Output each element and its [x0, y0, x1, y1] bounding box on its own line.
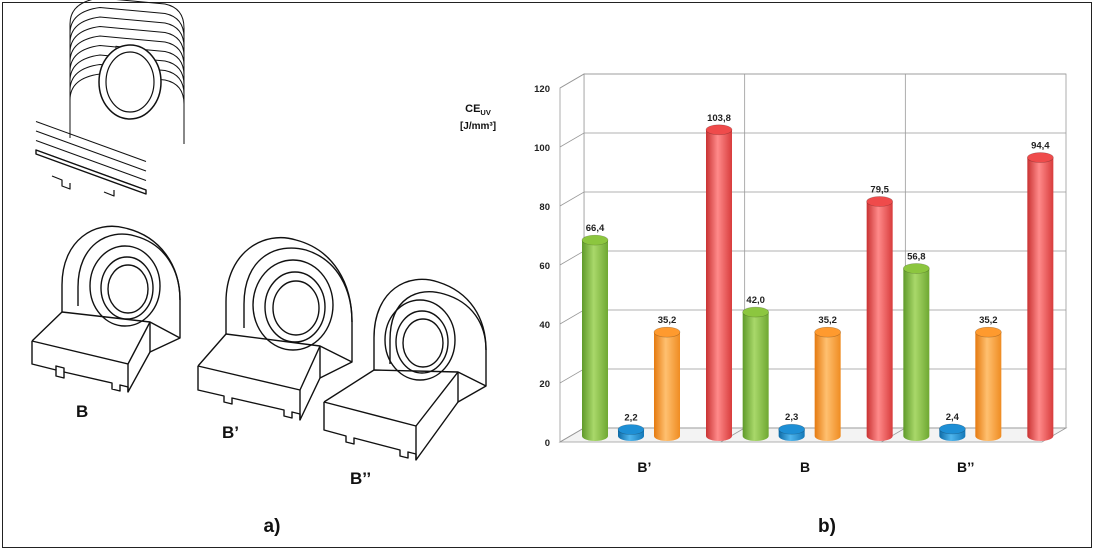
y-tick-label: 0: [545, 438, 550, 449]
bar: [742, 312, 769, 442]
panel-b-caption: b): [818, 516, 836, 537]
panel-a-caption: a): [264, 516, 281, 537]
part-b-drawing: [31, 225, 181, 393]
chart-bars: [581, 124, 1054, 442]
bar-value-label: 103,8: [707, 113, 731, 124]
y-tick-label: 100: [534, 143, 550, 154]
bar-top: [742, 306, 769, 318]
y-axis-tick-labels: 0 20 40 60 80 100 120: [534, 84, 550, 449]
bar-top: [1027, 152, 1054, 163]
bar-value-label: 2,3: [785, 412, 798, 423]
part-label-b-double-prime: B’’: [350, 469, 371, 488]
part-label-b-prime: B’: [222, 423, 239, 442]
x-category-label: B’’: [957, 459, 974, 475]
x-category-label: B: [800, 459, 810, 475]
part-label-b: B: [76, 402, 88, 421]
bar-value-label: 35,2: [979, 315, 998, 326]
part-b-prime-drawing: [197, 236, 353, 421]
layer-line: [69, 7, 185, 78]
bar-value-label: 66,4: [586, 223, 605, 234]
x-axis-category-labels: B’ B B’’: [637, 459, 974, 475]
bar-value-label: 35,2: [818, 315, 837, 326]
x-category-label: B’: [637, 459, 651, 475]
bar-top: [903, 263, 930, 274]
bar: [654, 332, 680, 441]
bar: [866, 201, 893, 442]
bar-top: [814, 326, 841, 338]
bar-top: [705, 124, 733, 136]
layer-line: [69, 35, 185, 106]
bar-top: [778, 423, 805, 435]
bar-top: [653, 326, 681, 338]
bar: [975, 332, 1002, 442]
bar-top: [939, 423, 966, 435]
y-tick-label: 40: [539, 320, 550, 331]
layer-line: [35, 130, 147, 172]
y-tick-label: 60: [539, 261, 550, 272]
bar-top: [975, 326, 1002, 338]
y-axis-unit: [J/mm³]: [460, 121, 496, 132]
layer-line: [35, 140, 147, 181]
bar-data-labels: 66,4 2,2 35,2 103,8 42,0 2,3 35,2 79,5 56,8 2,4 35…: [586, 113, 1051, 424]
ce-uv-bar-chart: 0 20 40 60 80 100 120 66,4 2,2 35,2 103,8 42,0 2,3 3…: [534, 73, 1068, 475]
layer-line: [69, 16, 185, 87]
layer-line: [69, 26, 185, 97]
bar-top: [866, 196, 893, 207]
layer-line: [69, 0, 185, 68]
bar: [706, 129, 732, 442]
bar-value-label: 2,4: [946, 412, 960, 423]
bar-value-label: 35,2: [658, 315, 677, 326]
bar: [903, 268, 930, 442]
panel-a-drawings: [31, 0, 487, 461]
y-tick-label: 20: [539, 379, 550, 390]
bar-value-label: 42,0: [746, 295, 765, 306]
bar-value-label: 2,2: [624, 413, 637, 424]
bar-top: [617, 424, 645, 435]
y-tick-label: 120: [534, 84, 550, 95]
y-axis-title: CEUV: [465, 103, 491, 117]
bar: [1027, 157, 1054, 442]
bar-top: [581, 234, 609, 246]
bar-value-label: 79,5: [870, 184, 889, 195]
y-tick-label: 80: [539, 202, 550, 213]
layered-part-drawing: [35, 0, 185, 197]
bar: [814, 332, 841, 442]
bar-value-label: 94,4: [1031, 141, 1050, 152]
bar: [582, 240, 608, 441]
bar-value-label: 56,8: [907, 251, 926, 262]
layer-line: [35, 121, 147, 162]
part-b-double-prime-drawing: [323, 278, 487, 461]
